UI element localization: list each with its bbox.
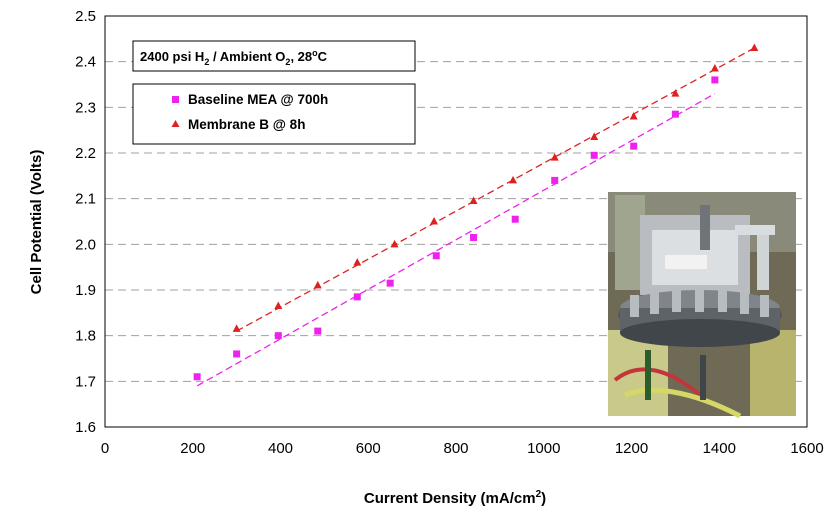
point-membrane	[313, 280, 322, 289]
legend-label-membrane: Membrane B @ 8h	[188, 117, 305, 132]
point-baseline	[551, 176, 559, 184]
point-membrane	[671, 89, 680, 97]
data-markers	[193, 43, 759, 381]
point-baseline	[314, 327, 322, 335]
x-tick-label: 1400	[703, 440, 736, 457]
y-tick-label: 2.1	[75, 191, 96, 208]
x-tick-label: 1200	[615, 440, 648, 457]
y-tick-label: 1.7	[75, 373, 96, 390]
x-tick-label: 200	[180, 440, 205, 457]
point-membrane	[550, 153, 559, 161]
y-tick-label: 2.5	[75, 8, 96, 25]
legend-label-baseline: Baseline MEA @ 700h	[188, 92, 328, 107]
point-membrane	[430, 217, 439, 225]
point-baseline	[671, 110, 679, 118]
svg-text:2400 psi H2 / Ambient O2, 28o: 2400 psi H2 / Ambient O2, 28oC	[140, 48, 328, 67]
point-membrane	[353, 258, 362, 266]
point-baseline	[353, 293, 361, 301]
point-baseline	[630, 142, 638, 150]
legend-marker-baseline	[172, 96, 179, 103]
point-membrane	[509, 175, 518, 184]
trend-lines	[196, 47, 755, 387]
x-tick-label: 800	[443, 440, 468, 457]
y-tick-label: 1.9	[75, 282, 96, 299]
condition-box: 2400 psi H2 / Ambient O2, 28oC	[132, 40, 416, 72]
trend-line-baseline	[196, 93, 716, 387]
x-tick-label: 1600	[790, 440, 823, 457]
point-membrane	[750, 43, 759, 51]
x-tick-label: 600	[356, 440, 381, 457]
point-baseline	[470, 233, 478, 241]
x-tick-label: 1000	[527, 440, 560, 457]
x-axis-title: Current Density (mA/cm2)	[364, 489, 546, 507]
y-tick-label: 2.3	[75, 99, 96, 116]
point-baseline	[590, 151, 598, 159]
x-tick-label: 400	[268, 440, 293, 457]
point-baseline	[193, 373, 201, 381]
point-baseline	[511, 215, 519, 223]
point-baseline	[432, 252, 440, 260]
y-tick-label: 1.6	[75, 419, 96, 436]
point-membrane	[469, 196, 478, 204]
legend: Baseline MEA @ 700h Membrane B @ 8h	[132, 83, 416, 145]
y-tick-label: 2.0	[75, 236, 96, 253]
y-tick-label: 1.8	[75, 328, 96, 345]
point-membrane	[590, 132, 599, 141]
point-membrane	[390, 239, 399, 248]
point-baseline	[274, 332, 282, 340]
y-axis-title: Cell Potential (Volts)	[28, 150, 45, 295]
point-baseline	[233, 350, 241, 358]
point-membrane	[274, 301, 283, 309]
y-tick-label: 2.4	[75, 54, 96, 71]
y-tick-labels: 1.6 1.7 1.8 1.9 2.0 2.1 2.2 2.3 2.4 2.5	[75, 8, 96, 436]
y-tick-label: 2.2	[75, 145, 96, 162]
photo-inset	[608, 192, 796, 419]
plot-frame	[104, 15, 808, 428]
point-baseline	[711, 76, 719, 84]
point-membrane	[710, 64, 719, 72]
x-tick-labels: 0 200 400 600 800 1000 1200 1400 1600	[101, 440, 824, 457]
x-tick-label: 0	[101, 440, 109, 457]
point-baseline	[386, 279, 394, 287]
point-membrane	[629, 111, 638, 120]
legend-marker-membrane	[171, 120, 180, 127]
point-membrane	[232, 324, 241, 332]
